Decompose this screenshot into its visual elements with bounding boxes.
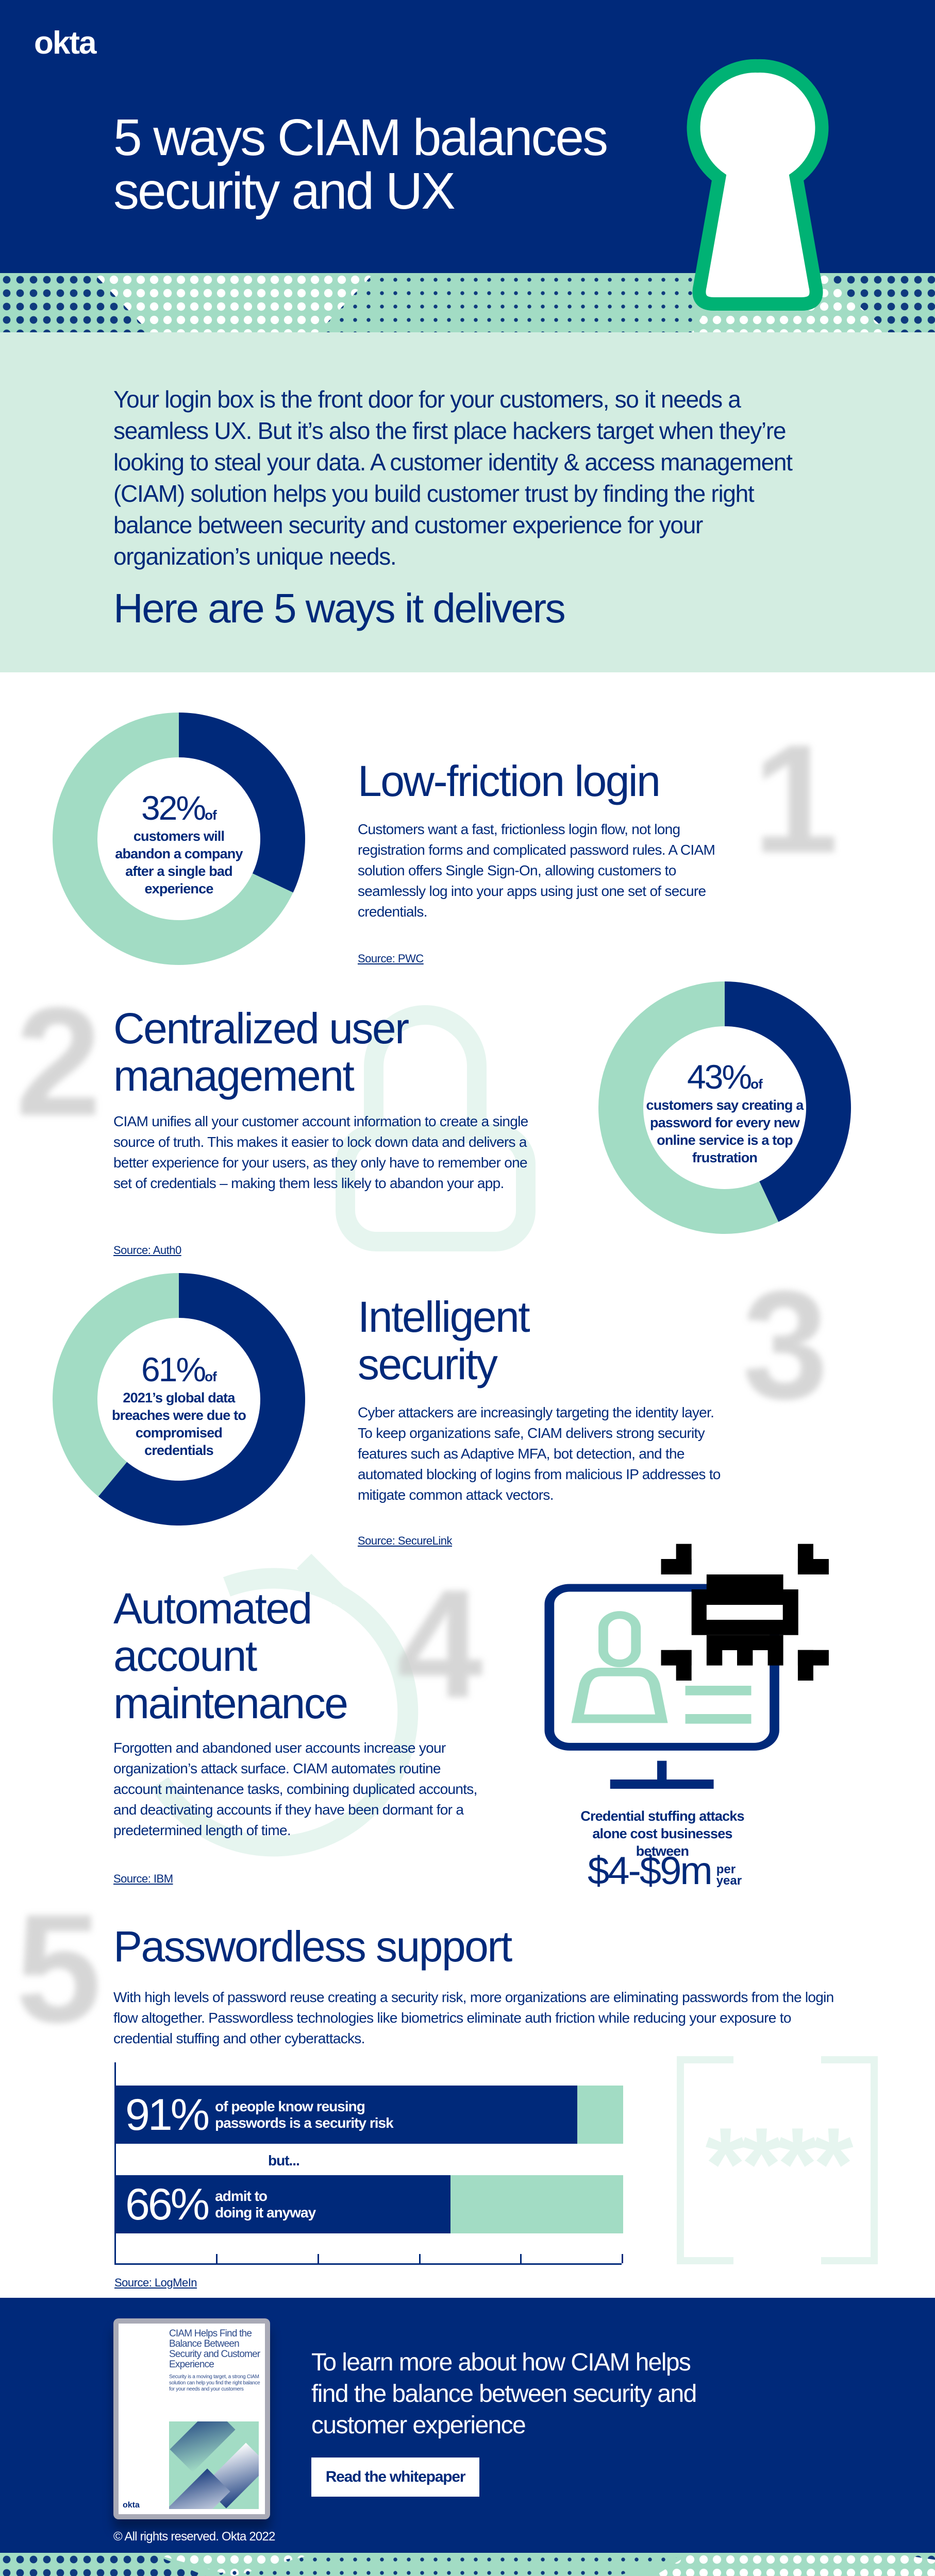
stat-amount: $4-$9m (588, 1849, 713, 1893)
section-title-low-friction-login: Low-friction login (358, 757, 661, 805)
refresh-circle-decor (151, 1553, 419, 1857)
bar-fill (116, 2175, 451, 2233)
password-decor: **** (677, 2056, 878, 2264)
stat-unit: per (716, 1862, 736, 1876)
bar-91: 91% of people know reusing passwords is … (116, 2086, 623, 2144)
donut-chart-43 (598, 981, 851, 1234)
cta-text: To learn more about how CIAM helps find … (311, 2349, 697, 2439)
book-subtitle: Security is a moving target, a strong CI… (169, 2374, 260, 2392)
padlock-outline-decor (336, 1005, 536, 1251)
dot-pattern-band-footer (0, 2553, 935, 2576)
section-title-intelligent-security: Intelligent security (358, 1293, 530, 1388)
stat-of: of (205, 807, 217, 823)
intro-section (0, 332, 935, 672)
intro-subhead: Here are 5 ways it delivers (113, 585, 566, 631)
donut-value-segment (725, 981, 851, 1222)
stat-unit: year (716, 1874, 742, 1888)
donut-chart-32 (53, 713, 305, 965)
source-link-auth0[interactable]: Source: Auth0 (113, 1244, 181, 1257)
axis-tick (520, 2254, 522, 2263)
axis-tick (622, 2254, 623, 2263)
bar-label: passwords is a security risk (215, 2115, 394, 2131)
section-body: Customers want a fast, frictionless logi… (358, 821, 715, 920)
bar-label: doing it anyway (215, 2205, 316, 2221)
stat-43: 43%of customers say creating a password … (642, 1057, 807, 1166)
monitor-bug-icon (544, 1544, 829, 1789)
keyhole-icon (687, 59, 829, 311)
source-link-ibm[interactable]: Source: IBM (113, 1872, 173, 1885)
page-title: 5 ways CIAM balances security and UX (113, 109, 608, 220)
source-link-securelink[interactable]: Source: SecureLink (358, 1534, 453, 1547)
bar-66: 66% admit to doing it anyway (116, 2175, 623, 2233)
stat-61: 61%of 2021’s global data breaches were d… (96, 1350, 261, 1459)
bar-label: admit to (215, 2188, 268, 2204)
title-line: account (113, 1632, 257, 1680)
asterisks: **** (705, 2107, 853, 2222)
stat-percent: 32% (141, 789, 206, 827)
donut-remainder (53, 713, 293, 965)
axis-tick (419, 2254, 421, 2263)
ghost-number-1: 1 (753, 712, 839, 885)
title-line: security (358, 1340, 498, 1388)
axis-tick (216, 2254, 218, 2263)
donut-value-segment (98, 1273, 305, 1526)
bar-chart: 91% of people know reusing passwords is … (114, 2062, 623, 2265)
stat-cost: $4-$9m per year (588, 1851, 742, 1892)
section-body: Forgotten and abandoned user accounts in… (113, 1740, 477, 1838)
ghost-number-4: 4 (397, 1557, 483, 1730)
stat-percent: 43% (687, 1058, 752, 1096)
ghost-number-5: 5 (15, 1882, 102, 2055)
stat-caption-credential-stuffing: Credential stuffing attacks alone cost b… (580, 1808, 744, 1859)
ghost-number-2: 2 (15, 975, 102, 1148)
section-title-centralized-user-management: Centralized user management (113, 1004, 409, 1100)
book-title: CIAM Helps Find the Balance Between Secu… (169, 2328, 260, 2370)
whitepaper-cover[interactable]: CIAM Helps Find the Balance Between Secu… (113, 2318, 270, 2519)
copyright: © All rights reserved. Okta 2022 (113, 2530, 275, 2544)
section-title-automated-account-maintenance: Automated account maintenance (113, 1584, 348, 1727)
section-body: CIAM unifies all your customer account i… (113, 1113, 528, 1191)
book-art (169, 2421, 259, 2509)
stat-32: 32%of customers will abandon a company a… (96, 788, 261, 897)
source-link-logmein[interactable]: Source: LogMeIn (114, 2276, 197, 2289)
source-link-pwc[interactable]: Source: PWC (358, 952, 424, 965)
read-whitepaper-button[interactable]: Read the whitepaper (311, 2458, 479, 2497)
section-body: Cyber attackers are increasingly targeti… (358, 1404, 721, 1503)
book-logo: okta (123, 2501, 140, 2510)
stat-text: customers will abandon a company after a… (115, 828, 243, 896)
bar-label: of people know reusing (215, 2098, 365, 2114)
donut-chart-61 (53, 1273, 305, 1526)
stat-text: 2021’s global data breaches were due to … (111, 1390, 246, 1458)
title-line: Automated (113, 1584, 312, 1633)
donut-remainder (598, 981, 779, 1234)
donut-value-segment (179, 713, 305, 893)
section-body: With high levels of password reuse creat… (113, 1989, 834, 2046)
title-line: Centralized user (113, 1004, 409, 1053)
title-line: maintenance (113, 1679, 348, 1727)
axis-tick (318, 2254, 319, 2263)
title-line: 5 ways CIAM balances (113, 109, 608, 166)
stat-of: of (205, 1369, 217, 1384)
stat-text: customers say creating a password for ev… (646, 1097, 804, 1165)
title-line: management (113, 1052, 355, 1100)
bar-fill (116, 2086, 578, 2144)
donut-remainder (53, 1273, 179, 1497)
between-label: but... (268, 2153, 300, 2168)
section-title-passwordless-support: Passwordless support (113, 1922, 512, 1971)
ghost-number-3: 3 (742, 1258, 828, 1431)
stat-of: of (750, 1076, 763, 1092)
okta-logo: okta (34, 25, 96, 61)
title-line: Intelligent (358, 1293, 530, 1341)
bar-percent: 91% (125, 2090, 210, 2140)
stat-percent: 61% (141, 1350, 206, 1388)
bar-percent: 66% (125, 2180, 210, 2229)
intro-paragraph: Your login box is the front door for you… (113, 386, 793, 570)
title-line: security and UX (113, 162, 456, 220)
